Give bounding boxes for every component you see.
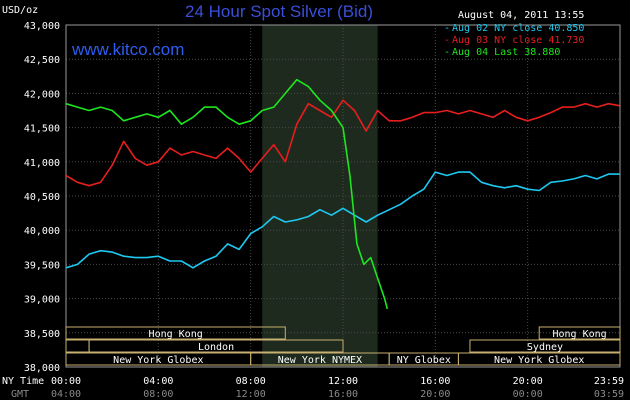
- x-tick-label-ny: 08:00: [236, 376, 266, 387]
- x-tick-label-gmt: 00:00: [513, 389, 543, 400]
- session-label: London: [198, 342, 234, 353]
- plot-frame: [65, 24, 621, 368]
- y-tick-label: 42,500: [24, 55, 60, 66]
- x-tick-label-gmt: 04:00: [51, 389, 81, 400]
- session-label: Hong Kong: [149, 329, 203, 340]
- legend-entry: Aug 02 NY close 40.850: [452, 23, 584, 34]
- ny-time-label: NY Time: [2, 376, 44, 387]
- gmt-label: GMT: [11, 389, 29, 400]
- x-tick-label-ny: 20:00: [513, 376, 543, 387]
- y-axis-ticks: 43,000 42,500 42,000 41,500 41,000 40,500 40,0…: [24, 21, 60, 374]
- legend: - Aug 02 NY close 40.850- Aug 03 NY close …: [444, 23, 584, 58]
- session-box: [88, 339, 344, 353]
- y-tick-label: 40,500: [24, 192, 60, 203]
- session-box: [469, 339, 621, 353]
- x-tick-label-gmt: 16:00: [328, 389, 358, 400]
- nymex-session-shade: [262, 25, 378, 367]
- legend-marker: -: [444, 47, 450, 58]
- x-axis-ticks: 00:00 04:00 04:00 08:00 08:00 12:00 12:00 16:00…: [51, 376, 624, 400]
- session-label: New York NYMEX: [278, 355, 362, 366]
- x-tick-label-ny: 23:59: [594, 376, 624, 387]
- x-tick-label-gmt: 12:00: [236, 389, 266, 400]
- y-tick-label: 39,000: [24, 295, 60, 306]
- trading-sessions: Hong Kong Hong Kong London Sydney New York G…: [65, 326, 621, 366]
- session-label: NY Globex: [397, 355, 451, 366]
- session-box: [538, 326, 621, 340]
- y-tick-label: 39,500: [24, 260, 60, 271]
- website-label: www.kitco.com: [71, 40, 184, 59]
- series-line-1: [65, 99, 620, 187]
- y-tick-label: 38,000: [24, 363, 60, 374]
- x-tick-label-gmt: 03:59: [594, 389, 624, 400]
- session-box: [65, 326, 286, 340]
- y-tick-label: 41,500: [24, 124, 60, 135]
- timestamp: August 04, 2011 13:55: [458, 10, 584, 21]
- unit-label: USD/oz: [2, 5, 38, 16]
- session-label: New York Globex: [113, 355, 203, 366]
- y-tick-label: 43,000: [24, 21, 60, 32]
- legend-entry: Aug 03 NY close 41.730: [452, 35, 584, 46]
- chart-title: 24 Hour Spot Silver (Bid): [185, 2, 373, 21]
- x-tick-label-gmt: 08:00: [143, 389, 173, 400]
- y-tick-label: 38,500: [24, 329, 60, 340]
- legend-marker: -: [444, 23, 450, 34]
- session-label: Hong Kong: [553, 329, 607, 340]
- x-tick-label-ny: 00:00: [51, 376, 81, 387]
- session-box: [457, 352, 621, 366]
- session-label: New York Globex: [494, 355, 584, 366]
- y-tick-label: 42,000: [24, 89, 60, 100]
- series-lines: [65, 78, 620, 310]
- legend-marker: -: [444, 35, 450, 46]
- series-line-0: [65, 171, 620, 269]
- x-tick-label-gmt: 20:00: [420, 389, 450, 400]
- y-tick-label: 40,000: [24, 226, 60, 237]
- x-tick-label-ny: 04:00: [143, 376, 173, 387]
- x-tick-label-ny: 16:00: [420, 376, 450, 387]
- session-label: Sydney: [527, 342, 563, 353]
- legend-entry: Aug 04 Last 38.880: [452, 47, 560, 58]
- y-tick-label: 41,000: [24, 158, 60, 169]
- x-tick-label-ny: 12:00: [328, 376, 358, 387]
- series-line-2: [65, 78, 389, 310]
